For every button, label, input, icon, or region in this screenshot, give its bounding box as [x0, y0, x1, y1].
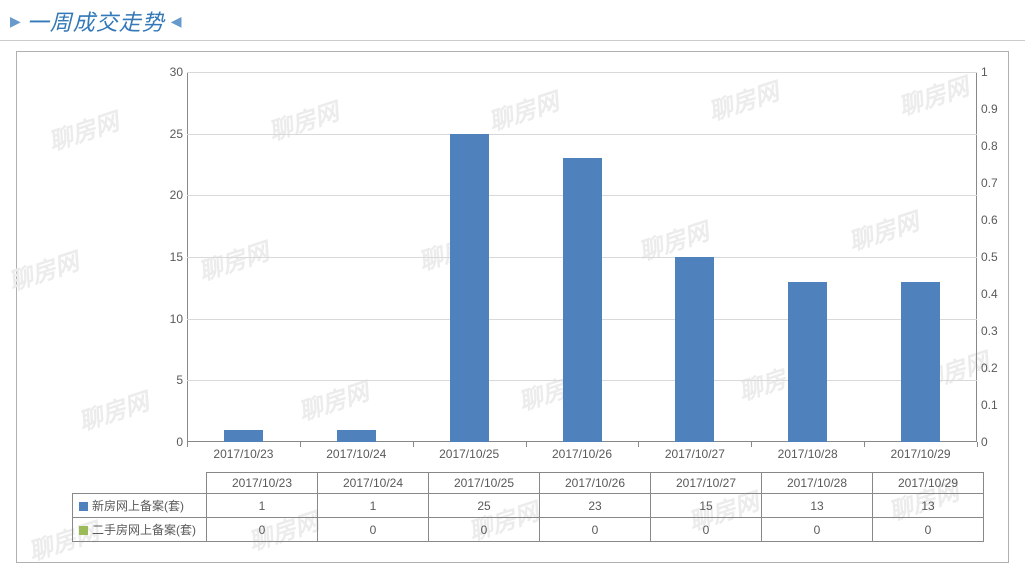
x-axis-label: 2017/10/26 [552, 447, 612, 461]
table-header-row: 2017/10/232017/10/242017/10/252017/10/26… [73, 473, 984, 494]
legend-cell: 二手房网上备案(套) [73, 518, 207, 542]
watermark: 聊房网 [73, 382, 152, 438]
table-header-cell: 2017/10/25 [429, 473, 540, 494]
bar [337, 430, 376, 442]
y-left-tick: 30 [170, 65, 183, 79]
table-header-cell: 2017/10/23 [207, 473, 318, 494]
table-corner-cell [73, 473, 207, 494]
legend-swatch-icon [79, 526, 88, 535]
x-axis-label: 2017/10/27 [665, 447, 725, 461]
y-right-tick: 0.8 [981, 139, 998, 153]
section-title: 一周成交走势 [27, 5, 165, 37]
table-row: 二手房网上备案(套)0000000 [73, 518, 984, 542]
plot-area [187, 72, 977, 442]
section-title-bar: ▶ 一周成交走势 ◀ [0, 0, 1025, 41]
table-header-cell: 2017/10/29 [873, 473, 984, 494]
bar [563, 158, 602, 442]
legend-label: 二手房网上备案(套) [92, 523, 196, 537]
table-cell: 13 [873, 494, 984, 518]
legend-cell: 新房网上备案(套) [73, 494, 207, 518]
table-cell: 15 [651, 494, 762, 518]
y-right-tick: 0.3 [981, 324, 998, 338]
y-left-tick: 20 [170, 188, 183, 202]
arrow-left-icon: ◀ [171, 13, 182, 30]
x-axis-label: 2017/10/29 [891, 447, 951, 461]
bar [450, 134, 489, 442]
table-cell: 23 [540, 494, 651, 518]
table-cell: 0 [207, 518, 318, 542]
y-right-tick: 0.9 [981, 102, 998, 116]
x-tick-mark [977, 442, 978, 447]
legend-label: 新房网上备案(套) [92, 499, 184, 513]
page-root: ▶ 一周成交走势 ◀ 聊房网聊房网聊房网聊房网聊房网聊房网聊房网聊房网聊房网聊房… [0, 0, 1025, 560]
x-axis-label: 2017/10/24 [326, 447, 386, 461]
y-axis-right: 00.10.20.30.40.50.60.70.80.91 [977, 72, 1007, 442]
y-left-tick: 25 [170, 127, 183, 141]
table-cell: 0 [873, 518, 984, 542]
watermark: 聊房网 [43, 102, 122, 158]
table-header-cell: 2017/10/26 [540, 473, 651, 494]
table-row: 新房网上备案(套)112523151313 [73, 494, 984, 518]
x-axis-labels: 2017/10/23 2017/10/24 2017/10/25 2017/10/26… [187, 447, 977, 467]
table-header-cell: 2017/10/24 [318, 473, 429, 494]
table-cell: 0 [540, 518, 651, 542]
gridline [187, 134, 977, 135]
table-cell: 13 [762, 494, 873, 518]
y-right-tick: 1 [981, 65, 988, 79]
table-cell: 1 [318, 494, 429, 518]
bar [788, 282, 827, 442]
data-table: 2017/10/232017/10/242017/10/252017/10/26… [72, 472, 984, 542]
watermark: 聊房网 [3, 242, 82, 298]
bar [901, 282, 940, 442]
x-axis-label: 2017/10/23 [213, 447, 273, 461]
legend-swatch-icon [79, 502, 88, 511]
bar [675, 257, 714, 442]
gridline [187, 72, 977, 73]
x-axis-label: 2017/10/28 [778, 447, 838, 461]
y-right-tick: 0.7 [981, 176, 998, 190]
y-right-tick: 0.4 [981, 287, 998, 301]
y-axis-left: 051015202530 [167, 72, 187, 442]
table-cell: 0 [318, 518, 429, 542]
y-right-tick: 0.1 [981, 398, 998, 412]
table-cell: 0 [762, 518, 873, 542]
table-cell: 0 [429, 518, 540, 542]
table-header-cell: 2017/10/27 [651, 473, 762, 494]
arrow-right-icon: ▶ [10, 13, 21, 30]
y-right-tick: 0.2 [981, 361, 998, 375]
y-right-tick: 0.5 [981, 250, 998, 264]
y-left-tick: 15 [170, 250, 183, 264]
y-left-tick: 0 [176, 435, 183, 449]
x-axis-label: 2017/10/25 [439, 447, 499, 461]
y-left-tick: 10 [170, 312, 183, 326]
table-cell: 1 [207, 494, 318, 518]
y-right-tick: 0.6 [981, 213, 998, 227]
y-left-tick: 5 [176, 373, 183, 387]
y-right-tick: 0 [981, 435, 988, 449]
chart-container: 聊房网聊房网聊房网聊房网聊房网聊房网聊房网聊房网聊房网聊房网聊房网聊房网聊房网聊… [16, 51, 1009, 563]
table-cell: 0 [651, 518, 762, 542]
table-header-cell: 2017/10/28 [762, 473, 873, 494]
table-cell: 25 [429, 494, 540, 518]
bar [224, 430, 263, 442]
